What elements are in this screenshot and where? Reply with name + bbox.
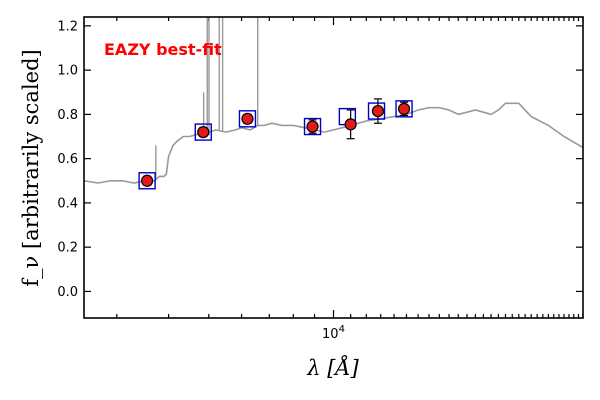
x-axis-label: λ [Å] (306, 355, 359, 380)
y-tick-label: 0.6 (57, 152, 78, 167)
model-flux-box (395, 100, 413, 118)
photometry-point (306, 120, 319, 133)
y-tick-label: 0.0 (57, 285, 78, 300)
model-flux-box (303, 117, 322, 136)
tick-labels: 0.0 0.2 0.4 0.6 0.8 1.0 1.2 104 (57, 19, 345, 342)
y-tick-label: 0.2 (57, 241, 78, 256)
model-flux-box (367, 102, 386, 120)
model-flux-box (138, 172, 156, 190)
y-tick-label: 1.0 (57, 64, 78, 79)
y-tick-label: 0.8 (57, 108, 78, 123)
annotation-label: EAZY best-fit (104, 40, 222, 59)
photometry-point (197, 125, 210, 139)
x-tick-label: 104 (322, 324, 345, 342)
model-flux-box (238, 110, 257, 128)
photometry-point (344, 118, 357, 131)
data-marks (138, 98, 413, 190)
y-tick-label: 0.4 (57, 196, 78, 211)
photometry-point (397, 102, 411, 115)
photometry-point (241, 112, 254, 125)
plot-frame (83, 16, 584, 319)
template-spectrum-line (84, 102, 583, 184)
model-flux-box (194, 123, 212, 141)
photometry-point (141, 174, 154, 187)
template-spectrum-layer (84, 17, 583, 184)
photometry-point (371, 104, 385, 118)
axis-ticks (84, 17, 584, 318)
y-tick-label: 1.2 (57, 19, 78, 34)
y-axis-label: f_ν [arbitrarily scaled] (19, 49, 43, 286)
